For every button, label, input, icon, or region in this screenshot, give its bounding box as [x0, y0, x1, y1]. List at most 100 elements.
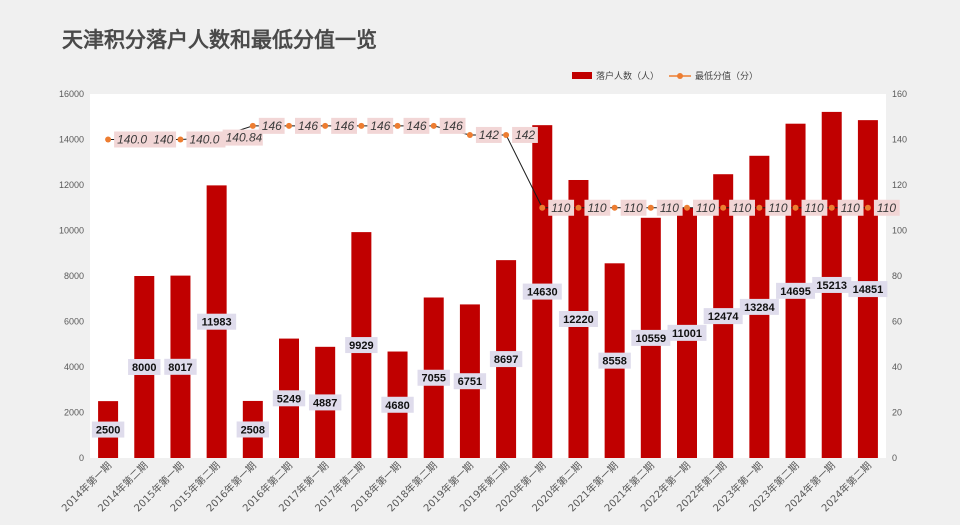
line-value-label: 110	[837, 199, 864, 216]
y-right-tick-label: 40	[892, 362, 902, 372]
bar-value-label-bg	[91, 421, 125, 438]
line-value-label: 146	[439, 117, 466, 134]
bar-value-label: 14695	[776, 282, 816, 299]
bar-value-label-bg	[164, 358, 197, 375]
line-value-label-bg	[729, 199, 755, 216]
bar-value-text: 7055	[421, 373, 445, 385]
bar-value-text: 11983	[202, 317, 232, 329]
bar-value-label: 4887	[308, 394, 342, 411]
bar-value-text: 14851	[853, 284, 884, 296]
y-left-tick-label: 12000	[59, 180, 84, 190]
x-axis: 2014年第一期2014年第二期2015年第一期2015年第二期2016年第一期…	[59, 459, 874, 514]
bar-value-label: 4680	[381, 396, 414, 413]
bar-value-text: 15213	[816, 280, 847, 292]
bar-value-label: 9929	[345, 337, 378, 354]
line-value-label-bg	[656, 199, 683, 216]
line-value-label-bg	[620, 199, 647, 216]
line-value-text: 110	[660, 201, 679, 215]
line-value-label: 110	[656, 199, 683, 216]
bar-value-text: 4680	[385, 400, 409, 412]
line-value-text: 146	[370, 119, 390, 133]
line-value-label: 146	[403, 117, 430, 134]
line-marker	[286, 122, 292, 129]
line-value-label: 146	[295, 117, 321, 134]
bar-labels: 2500 8000 8017 11983 2508 5249 4887 9929 4680 705…	[91, 276, 888, 438]
line-value-label-bg	[114, 131, 154, 148]
line-value-label: 146	[367, 117, 394, 134]
line-value-label-bg	[222, 129, 263, 146]
y-left-tick-label: 2000	[64, 408, 84, 418]
line-value-text: 142	[479, 128, 499, 142]
line-marker	[249, 122, 256, 129]
bar-value-label: 8558	[598, 352, 631, 369]
line-value-text: 110	[551, 201, 570, 215]
line-value-label-bg	[584, 199, 611, 216]
bar-value-text: 5249	[277, 393, 301, 405]
line-value-label: 110	[620, 199, 647, 216]
line-value-label-bg	[548, 199, 575, 216]
line-value-label-bg	[873, 199, 900, 216]
bar-value-text: 2500	[96, 425, 120, 437]
y-right-tick-label: 140	[892, 135, 907, 145]
line-value-label: 110	[765, 199, 792, 216]
line-value-text: 146	[334, 119, 354, 133]
line-value-label: 140	[150, 131, 177, 148]
bar-value-label-bg	[489, 351, 523, 368]
bar-value-label: 13284	[739, 298, 779, 315]
bar-value-text: 11001	[672, 328, 702, 340]
line-marker	[647, 204, 654, 211]
line-value-label-bg	[512, 126, 538, 143]
bar-value-label-bg	[522, 283, 562, 300]
y-right-tick-label: 100	[892, 226, 907, 236]
bar-value-label: 14851	[848, 281, 888, 298]
line-value-label-bg	[403, 117, 430, 134]
line-value-text: 110	[841, 201, 860, 215]
bar-value-text: 8017	[168, 362, 192, 374]
bar-value-label: 15213	[812, 276, 852, 293]
line-value-label-bg	[331, 117, 357, 134]
line-value-label-bg	[150, 131, 177, 148]
line-marker	[322, 122, 329, 129]
bar-value-label-bg	[812, 276, 852, 293]
bar-value-text: 2508	[241, 424, 265, 436]
y-left-tick-label: 0	[79, 453, 84, 463]
y-axis-right: 0 20 40 60 80 100 120 140 160	[892, 89, 907, 463]
y-left-tick-label: 14000	[59, 135, 84, 145]
line-value-label: 142	[475, 126, 502, 143]
bar-value-text: 12220	[563, 314, 594, 326]
bar-value-label-bg	[703, 308, 743, 325]
y-right-tick-label: 80	[892, 271, 902, 281]
y-left-tick-label: 8000	[64, 271, 84, 281]
y-right-tick-label: 120	[892, 180, 907, 190]
line-value-text: 110	[696, 201, 715, 215]
bar-value-label-bg	[598, 352, 631, 369]
legend: 落户人数（人） 最低分值（分）	[572, 70, 758, 82]
line-value-label-bg	[295, 117, 321, 134]
line-marker	[430, 122, 437, 129]
line-value-label: 110	[584, 199, 611, 216]
line-marker	[177, 136, 184, 143]
line-value-text: 140.84	[226, 131, 263, 145]
line-marker	[864, 204, 871, 211]
bar-value-text: 8697	[494, 354, 518, 366]
bar-value-label: 6751	[453, 373, 487, 390]
line-value-label: 140.84	[222, 129, 263, 146]
y-axis-left: 0 2000 4000 6000 8000 10000 12000 14000 16000	[59, 89, 84, 463]
line-value-label: 110	[801, 199, 828, 216]
bar-value-label: 2508	[236, 421, 270, 438]
bar-value-text: 8000	[132, 362, 156, 374]
line-value-label-bg	[186, 131, 226, 148]
y-left-tick-label: 16000	[59, 89, 84, 99]
chart-title: 天津积分落户人数和最低分值一览	[62, 28, 377, 52]
line-marker	[503, 131, 510, 138]
bar-value-label: 7055	[417, 369, 450, 386]
line-marker	[358, 122, 365, 129]
bar-value-label-bg	[739, 298, 779, 315]
bar-value-label-bg	[381, 396, 414, 413]
line-value-label: 140.0	[186, 131, 226, 148]
line-value-label-bg	[475, 126, 502, 143]
bar-value-text: 13284	[744, 302, 775, 314]
line-value-label: 110	[873, 199, 900, 216]
